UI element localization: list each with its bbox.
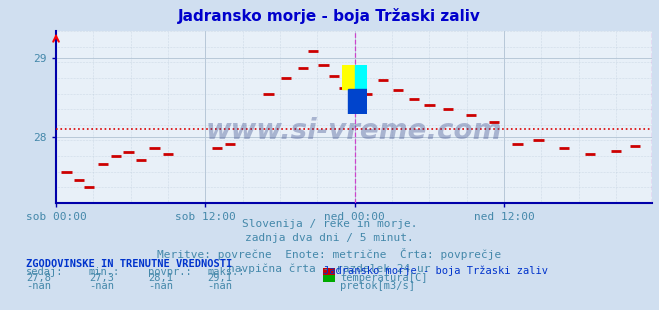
Text: maks.:: maks.: bbox=[208, 267, 245, 277]
Text: min.:: min.: bbox=[89, 267, 120, 277]
Text: Jadransko morje - boja Tržaski zaliv: Jadransko morje - boja Tržaski zaliv bbox=[178, 8, 481, 24]
Text: zadnja dva dni / 5 minut.: zadnja dva dni / 5 minut. bbox=[245, 233, 414, 243]
Text: ZGODOVINSKE IN TRENUTNE VREDNOSTI: ZGODOVINSKE IN TRENUTNE VREDNOSTI bbox=[26, 259, 233, 269]
Text: -nan: -nan bbox=[148, 281, 173, 290]
Text: Jadransko morje - boja Tržaski zaliv: Jadransko morje - boja Tržaski zaliv bbox=[323, 265, 548, 276]
Text: povpr.:: povpr.: bbox=[148, 267, 192, 277]
Text: 29,1: 29,1 bbox=[208, 273, 233, 283]
Text: Slovenija / reke in morje.: Slovenija / reke in morje. bbox=[242, 219, 417, 228]
Text: 27,8: 27,8 bbox=[26, 273, 51, 283]
Text: -nan: -nan bbox=[208, 281, 233, 290]
Text: 28,1: 28,1 bbox=[148, 273, 173, 283]
Bar bbox=[342, 65, 355, 90]
Text: Meritve: povrečne  Enote: metrične  Črta: povprečje: Meritve: povrečne Enote: metrične Črta: … bbox=[158, 248, 501, 260]
Text: www.si-vreme.com: www.si-vreme.com bbox=[206, 117, 502, 145]
Text: sedaj:: sedaj: bbox=[26, 267, 64, 277]
Bar bbox=[355, 65, 367, 90]
Text: 27,3: 27,3 bbox=[89, 273, 114, 283]
Bar bbox=[349, 90, 367, 113]
Text: temperatura[C]: temperatura[C] bbox=[340, 273, 428, 283]
Text: -nan: -nan bbox=[89, 281, 114, 290]
Text: pretok[m3/s]: pretok[m3/s] bbox=[340, 281, 415, 290]
Text: navpična črta - razdelek 24 ur: navpična črta - razdelek 24 ur bbox=[228, 263, 431, 274]
Text: -nan: -nan bbox=[26, 281, 51, 290]
